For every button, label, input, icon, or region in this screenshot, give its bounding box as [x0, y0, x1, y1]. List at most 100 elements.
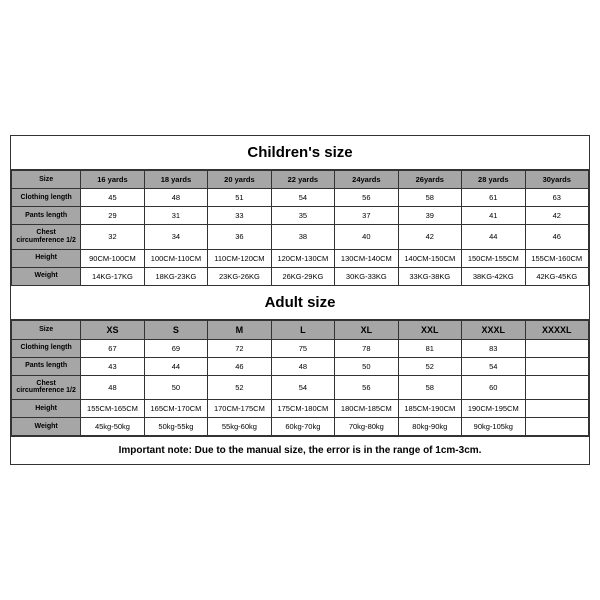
cell: 18KG-23KG [144, 267, 207, 285]
cell: 26KG-29KG [271, 267, 334, 285]
children-size-header: Size [12, 171, 81, 189]
children-size-col: 30yards [525, 171, 588, 189]
table-row: Pants length2931333537394142 [12, 207, 589, 225]
cell [525, 417, 588, 435]
adult-title: Adult size [11, 286, 589, 320]
important-note: Important note: Due to the manual size, … [11, 436, 589, 464]
cell: 32 [81, 225, 144, 249]
cell: 75 [271, 339, 334, 357]
table-row: Height155CM-165CM165CM-170CM170CM-175CM1… [12, 399, 589, 417]
cell: 120CM-130CM [271, 249, 334, 267]
row-label: Clothing length [12, 339, 81, 357]
cell: 81 [398, 339, 461, 357]
cell: 63 [525, 189, 588, 207]
cell: 39 [398, 207, 461, 225]
table-row: Weight14KG-17KG18KG-23KG23KG-26KG26KG-29… [12, 267, 589, 285]
cell [525, 375, 588, 399]
adult-size-col: XXXL [462, 320, 525, 339]
cell: 110CM-120CM [208, 249, 271, 267]
cell: 48 [271, 357, 334, 375]
cell: 23KG-26KG [208, 267, 271, 285]
adult-size-col: XXL [398, 320, 461, 339]
cell: 44 [462, 225, 525, 249]
children-size-col: 16 yards [81, 171, 144, 189]
cell: 48 [144, 189, 207, 207]
cell: 36 [208, 225, 271, 249]
cell [525, 357, 588, 375]
table-row: Height90CM-100CM100CM-110CM110CM-120CM12… [12, 249, 589, 267]
cell: 40 [335, 225, 398, 249]
cell: 150CM-155CM [462, 249, 525, 267]
adult-size-table: Size XS S M L XL XXL XXXL XXXXL Clothing… [11, 320, 589, 436]
table-row: Weight45kg-50kg50kg-55kg55kg-60kg60kg-70… [12, 417, 589, 435]
cell: 51 [208, 189, 271, 207]
cell: 33 [208, 207, 271, 225]
cell: 31 [144, 207, 207, 225]
row-label: Pants length [12, 357, 81, 375]
cell: 140CM-150CM [398, 249, 461, 267]
children-size-table: Size 16 yards 18 yards 20 yards 22 yards… [11, 170, 589, 285]
children-size-col: 26yards [398, 171, 461, 189]
cell: 42KG-45KG [525, 267, 588, 285]
cell: 50kg-55kg [144, 417, 207, 435]
children-size-col: 28 yards [462, 171, 525, 189]
cell: 165CM-170CM [144, 399, 207, 417]
cell: 185CM-190CM [398, 399, 461, 417]
size-chart-card: Children's size Size 16 yards 18 yards 2… [10, 135, 590, 465]
adult-size-col: XS [81, 320, 144, 339]
row-label: Chest circumference 1/2 [12, 225, 81, 249]
children-title: Children's size [11, 136, 589, 170]
cell: 43 [81, 357, 144, 375]
row-label: Weight [12, 417, 81, 435]
row-label: Clothing length [12, 189, 81, 207]
cell: 34 [144, 225, 207, 249]
cell: 90CM-100CM [81, 249, 144, 267]
table-row: Chest circumference 1/23234363840424446 [12, 225, 589, 249]
cell [525, 339, 588, 357]
cell: 54 [271, 189, 334, 207]
cell: 52 [208, 375, 271, 399]
children-header-row: Size 16 yards 18 yards 20 yards 22 yards… [12, 171, 589, 189]
children-table-body: Clothing length4548515456586163Pants len… [12, 189, 589, 285]
cell: 80kg-90kg [398, 417, 461, 435]
cell: 14KG-17KG [81, 267, 144, 285]
cell: 50 [144, 375, 207, 399]
adult-size-col: S [144, 320, 207, 339]
row-label: Pants length [12, 207, 81, 225]
children-size-col: 22 yards [271, 171, 334, 189]
cell: 50 [335, 357, 398, 375]
adult-table-body: Clothing length67697275788183Pants lengt… [12, 339, 589, 435]
cell: 155CM-160CM [525, 249, 588, 267]
cell: 45kg-50kg [81, 417, 144, 435]
cell: 58 [398, 189, 461, 207]
cell: 100CM-110CM [144, 249, 207, 267]
cell: 44 [144, 357, 207, 375]
cell: 83 [462, 339, 525, 357]
cell: 78 [335, 339, 398, 357]
children-size-col: 20 yards [208, 171, 271, 189]
cell: 155CM-165CM [81, 399, 144, 417]
cell: 33KG-38KG [398, 267, 461, 285]
cell: 60 [462, 375, 525, 399]
cell: 170CM-175CM [208, 399, 271, 417]
adult-size-col: L [271, 320, 334, 339]
table-row: Clothing length67697275788183 [12, 339, 589, 357]
cell: 41 [462, 207, 525, 225]
cell: 130CM-140CM [335, 249, 398, 267]
cell: 90kg-105kg [462, 417, 525, 435]
cell: 58 [398, 375, 461, 399]
cell: 72 [208, 339, 271, 357]
cell: 56 [335, 189, 398, 207]
adult-size-col: XXXXL [525, 320, 588, 339]
cell: 52 [398, 357, 461, 375]
cell: 38 [271, 225, 334, 249]
table-row: Pants length43444648505254 [12, 357, 589, 375]
cell: 69 [144, 339, 207, 357]
cell: 61 [462, 189, 525, 207]
cell: 48 [81, 375, 144, 399]
cell: 42 [398, 225, 461, 249]
adult-size-col: M [208, 320, 271, 339]
cell: 175CM-180CM [271, 399, 334, 417]
cell: 46 [525, 225, 588, 249]
table-row: Clothing length4548515456586163 [12, 189, 589, 207]
